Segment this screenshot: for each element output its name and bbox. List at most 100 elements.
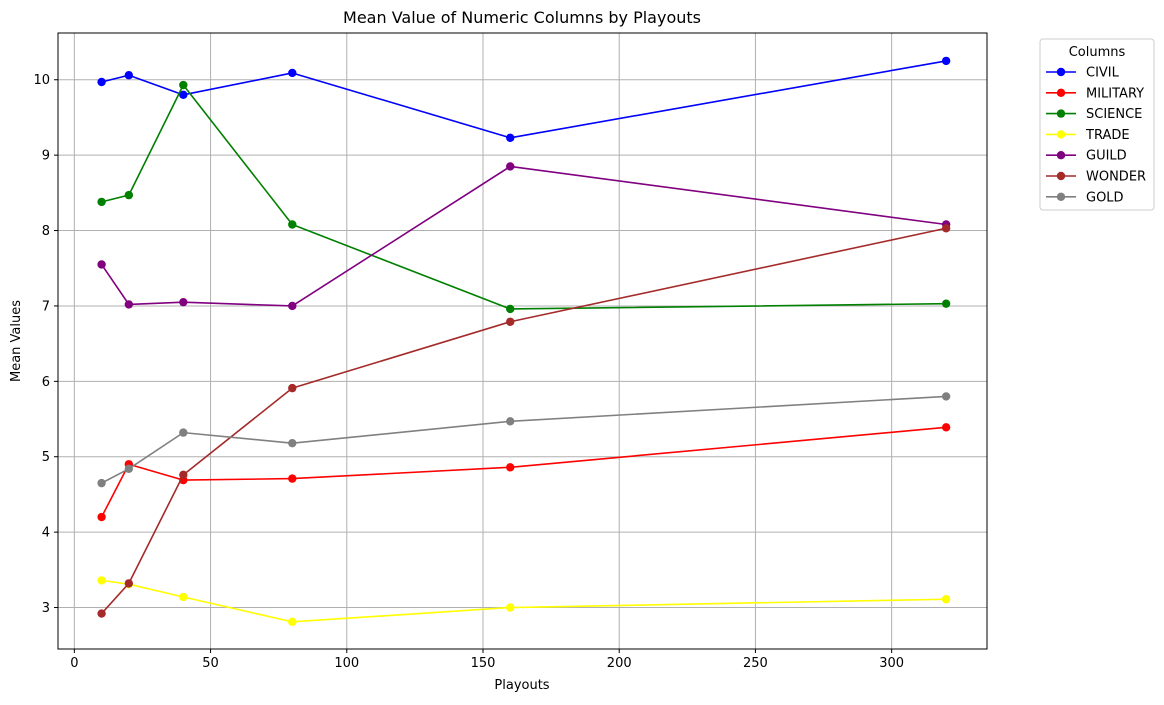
legend-label-science: SCIENCE bbox=[1086, 107, 1142, 122]
plot-area-frame bbox=[57, 32, 988, 650]
series-line-civil bbox=[101, 60, 947, 139]
data-point-science bbox=[97, 197, 106, 207]
legend-item-guild: GUILD bbox=[1046, 149, 1127, 164]
x-tick-label: 50 bbox=[202, 656, 219, 671]
legend-item-trade: TRADE bbox=[1046, 128, 1130, 143]
data-point-gold bbox=[941, 392, 951, 401]
y-tick-label: 9 bbox=[42, 149, 50, 164]
y-tick-label: 10 bbox=[33, 73, 50, 88]
data-point-wonder bbox=[97, 609, 106, 618]
data-point-wonder bbox=[124, 579, 134, 588]
y-tick-label: 6 bbox=[42, 375, 50, 390]
series-line-military bbox=[100, 426, 947, 518]
series-line-guild bbox=[100, 165, 947, 307]
data-point-wonder bbox=[506, 317, 515, 326]
data-point-civil bbox=[97, 77, 106, 87]
y-tick-label: 7 bbox=[42, 299, 50, 314]
legend-items: CIVIL MILITARY SCIENCE TRADE GUILD WONDER GOLD bbox=[1046, 66, 1146, 205]
legend-label-gold: GOLD bbox=[1086, 190, 1124, 205]
data-point-guild bbox=[97, 260, 106, 269]
series-wonder bbox=[97, 224, 951, 618]
data-point-science bbox=[124, 190, 134, 200]
x-axis-label: Playouts bbox=[494, 678, 549, 693]
data-point-military bbox=[97, 512, 106, 522]
data-point-guild bbox=[288, 301, 297, 311]
series-military bbox=[97, 423, 951, 522]
data-point-gold bbox=[506, 417, 515, 426]
legend-item-wonder: WONDER bbox=[1046, 170, 1146, 185]
x-tick-label: 100 bbox=[334, 656, 359, 671]
data-point-military bbox=[288, 474, 297, 483]
y-axis-label: Mean Values bbox=[9, 300, 24, 382]
x-tick-label: 300 bbox=[879, 656, 904, 671]
x-tick-label: 150 bbox=[471, 656, 496, 671]
data-point-civil bbox=[506, 133, 515, 143]
legend-item-military: MILITARY bbox=[1046, 86, 1144, 101]
x-tick-label: 0 bbox=[70, 656, 78, 671]
series-civil bbox=[97, 56, 951, 143]
legend-label-military: MILITARY bbox=[1086, 86, 1144, 101]
data-point-guild bbox=[506, 162, 515, 171]
data-point-gold bbox=[179, 428, 188, 437]
series-trade bbox=[97, 576, 951, 627]
grid-lines bbox=[58, 33, 987, 649]
data-point-civil bbox=[124, 71, 134, 80]
series-line-science bbox=[101, 84, 947, 310]
axis-ticks: 0 50 100 150 200 250 300 3 4 5 6 7 8 9 10 bbox=[33, 73, 904, 671]
chart-title: Mean Value of Numeric Columns by Playout… bbox=[343, 8, 701, 27]
data-point-guild bbox=[179, 297, 188, 307]
legend-marker-wonder bbox=[1056, 171, 1066, 181]
series-layer bbox=[97, 56, 951, 627]
data-point-trade bbox=[941, 595, 951, 604]
legend-marker-gold bbox=[1056, 192, 1066, 201]
data-point-civil bbox=[941, 56, 951, 66]
legend-label-wonder: WONDER bbox=[1086, 170, 1146, 185]
series-gold bbox=[97, 392, 951, 488]
data-point-trade bbox=[288, 617, 297, 627]
legend: Columns CIVIL MILITARY SCIENCE TRADE GUILD WO… bbox=[1039, 38, 1155, 211]
legend-item-gold: GOLD bbox=[1046, 190, 1124, 205]
legend-label-civil: CIVIL bbox=[1086, 66, 1120, 81]
y-tick-label: 8 bbox=[42, 224, 50, 239]
data-point-military bbox=[941, 423, 951, 432]
data-point-civil bbox=[179, 90, 188, 100]
data-point-gold bbox=[288, 438, 297, 448]
data-point-gold bbox=[124, 464, 134, 473]
data-point-science bbox=[941, 299, 951, 308]
series-guild bbox=[97, 162, 951, 311]
data-point-science bbox=[288, 220, 297, 229]
legend-frame bbox=[1039, 38, 1155, 211]
data-point-wonder bbox=[288, 383, 297, 393]
y-tick-label: 5 bbox=[42, 450, 50, 465]
legend-item-civil: CIVIL bbox=[1046, 66, 1120, 81]
x-tick-label: 200 bbox=[607, 656, 632, 671]
x-tick-label: 250 bbox=[743, 656, 768, 671]
data-point-military bbox=[506, 463, 515, 472]
data-point-gold bbox=[97, 478, 106, 488]
data-point-wonder bbox=[941, 224, 951, 233]
data-point-science bbox=[506, 304, 515, 314]
y-tick-label: 3 bbox=[42, 601, 50, 616]
series-line-gold bbox=[101, 395, 947, 484]
legend-label-guild: GUILD bbox=[1086, 149, 1127, 164]
series-line-trade bbox=[101, 579, 947, 623]
legend-item-science: SCIENCE bbox=[1046, 107, 1142, 122]
data-point-trade bbox=[506, 603, 515, 612]
legend-label-trade: TRADE bbox=[1085, 128, 1130, 143]
legend-marker-science bbox=[1056, 109, 1066, 118]
data-point-guild bbox=[124, 300, 134, 309]
series-science bbox=[97, 80, 951, 314]
data-point-trade bbox=[179, 592, 188, 602]
legend-marker-guild bbox=[1056, 151, 1066, 160]
data-point-science bbox=[179, 80, 188, 90]
data-point-civil bbox=[288, 68, 297, 78]
legend-marker-civil bbox=[1056, 67, 1066, 77]
data-point-trade bbox=[97, 576, 106, 585]
legend-marker-trade bbox=[1056, 130, 1066, 139]
series-line-wonder bbox=[100, 227, 947, 615]
data-point-wonder bbox=[179, 470, 188, 480]
legend-marker-military bbox=[1056, 88, 1066, 98]
y-tick-label: 4 bbox=[42, 526, 50, 541]
